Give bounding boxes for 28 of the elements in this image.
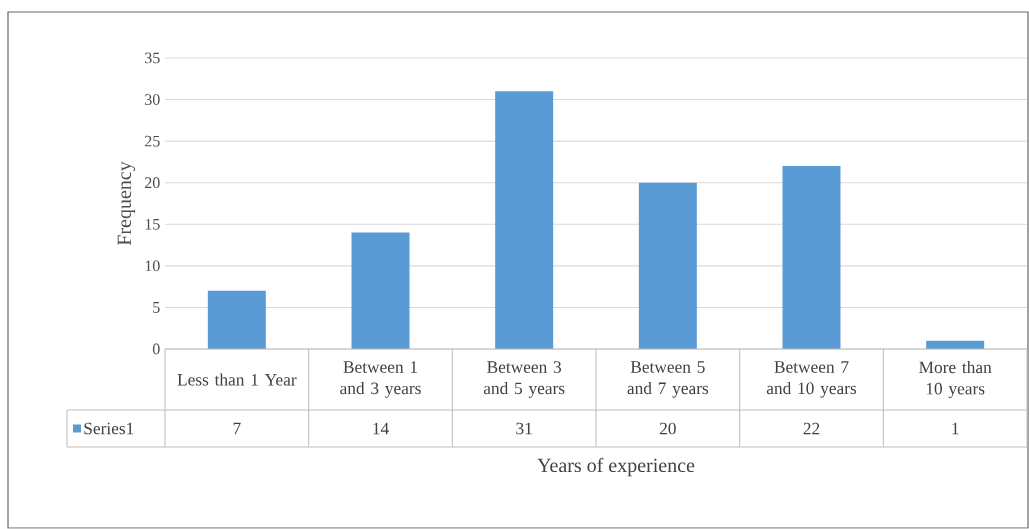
data-label: 7 [233,422,241,435]
y-tick-label: 10 [145,260,160,272]
legend-label: Series1 [84,422,134,435]
y-tick-label: 15 [145,218,160,230]
y-tick-label: 5 [153,302,160,313]
x-tick-label: Between 1 and 3 years [340,361,421,398]
x-tick-label: Less than 1 Year [177,373,297,386]
bar [351,232,410,349]
bar [207,290,266,349]
y-tick-label: 25 [145,135,160,147]
y-tick-label: 35 [145,52,160,64]
x-tick-label: Between 3 and 5 years [483,361,565,398]
y-tick-label: 30 [145,94,160,105]
bar [782,166,841,349]
y-axis-title: Frequency [117,161,136,246]
y-tick-label: 0 [152,343,160,355]
x-tick-label: Between 7 and 10 years [766,361,857,398]
y-tick-label: 20 [145,177,160,189]
data-label: 31 [516,422,532,435]
data-label: 20 [659,422,676,435]
data-label: 22 [803,422,820,435]
x-tick-label: Between 5 and 7 years [627,361,709,398]
bar [638,182,697,349]
data-label: 14 [373,422,389,435]
x-axis-title: Years of experience [537,457,695,477]
x-tick-label: More than 10 years [919,360,992,399]
bar [495,91,554,349]
data-label: 1 [952,422,959,435]
